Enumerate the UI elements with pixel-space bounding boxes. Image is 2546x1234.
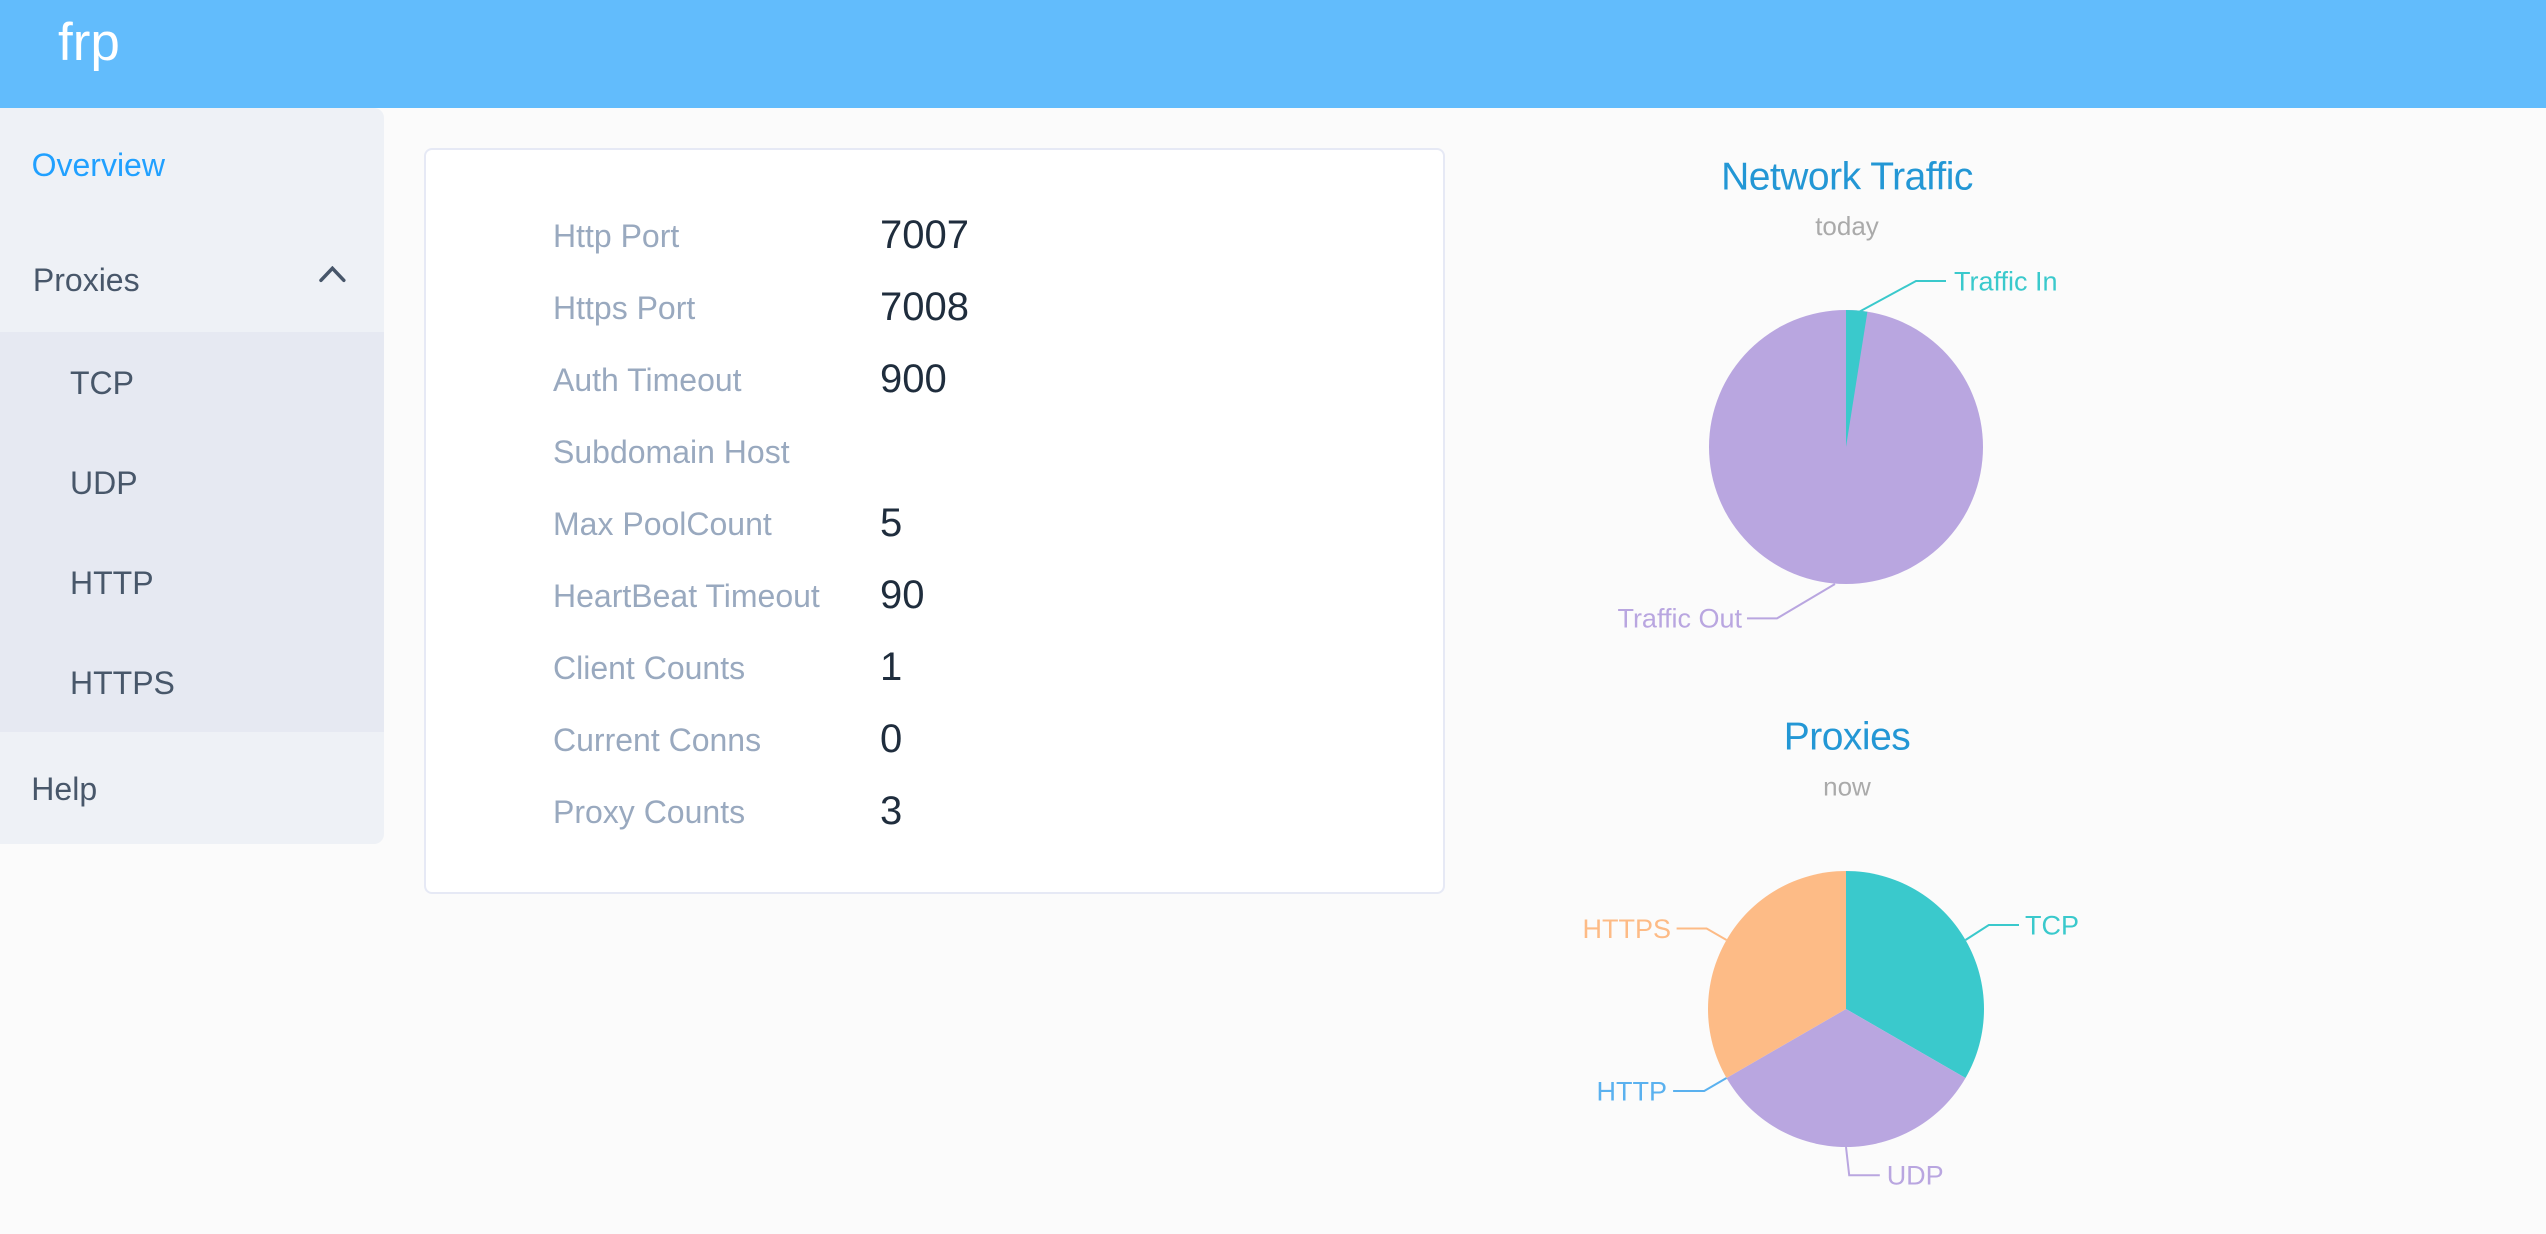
svg-text:HTTP: HTTP <box>1597 1076 1668 1106</box>
svg-text:HTTPS: HTTPS <box>1582 914 1671 944</box>
svg-text:Traffic Out: Traffic Out <box>1617 604 1742 634</box>
svg-text:TCP: TCP <box>2025 910 2079 940</box>
svg-text:today: today <box>1815 211 1879 241</box>
svg-text:Network Traffic: Network Traffic <box>1721 156 1973 199</box>
svg-text:UDP: UDP <box>1887 1161 1944 1191</box>
svg-text:Proxies: Proxies <box>1784 716 1911 759</box>
svg-text:Traffic In: Traffic In <box>1954 266 2058 296</box>
svg-text:now: now <box>1823 771 1871 801</box>
